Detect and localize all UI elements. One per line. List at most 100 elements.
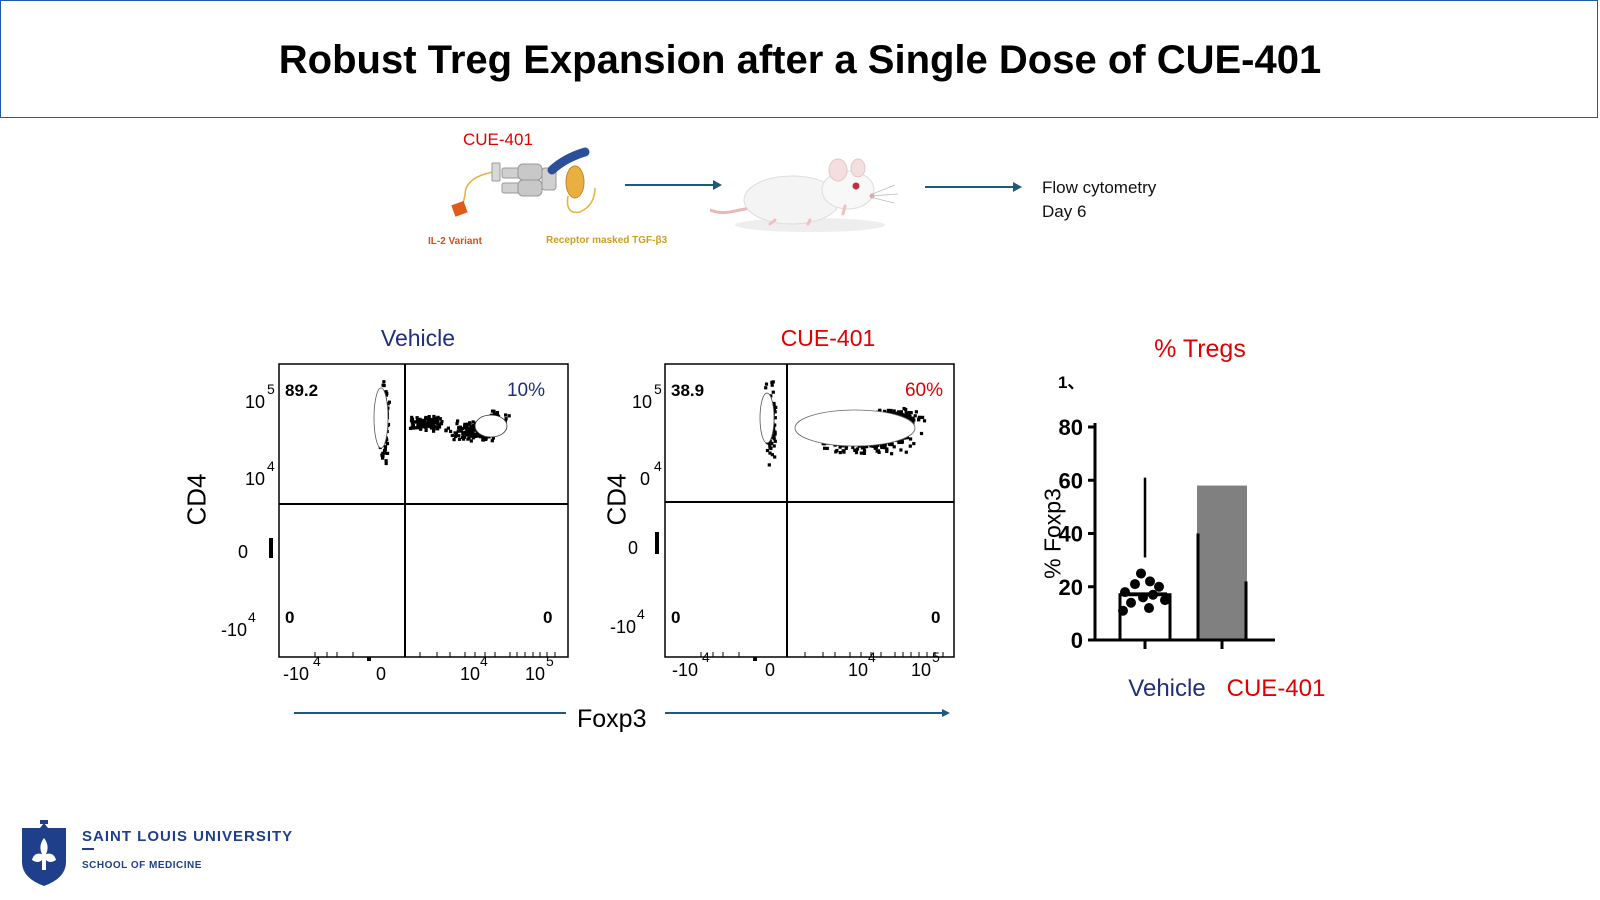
mouse-image (710, 158, 899, 232)
event-dot (433, 418, 437, 422)
event-dot (770, 383, 774, 387)
event-dot (418, 420, 422, 424)
event-dot (883, 443, 887, 447)
event-dot (440, 420, 444, 424)
event-dot (456, 419, 460, 423)
event-dot (468, 422, 472, 427)
vehicle-data-point (1136, 568, 1146, 579)
event-dot (458, 426, 462, 430)
event-dot (432, 422, 436, 426)
event-dot (825, 446, 829, 450)
event-dot (470, 425, 474, 429)
event-dot (859, 451, 863, 455)
q-lower-right: 0 (931, 608, 940, 627)
event-dot (897, 440, 901, 445)
event-dot (429, 420, 433, 424)
y-tick-exp: 4 (248, 609, 256, 625)
event-dot (427, 417, 431, 421)
foxp3-axis-label: Foxp3 (577, 705, 647, 733)
event-dot (423, 425, 427, 429)
y-tick: 10 (245, 469, 265, 489)
bar-y-tick-label: 40 (1059, 522, 1083, 547)
event-dot (410, 421, 414, 425)
event-dot (410, 425, 414, 429)
event-dot (880, 444, 884, 448)
event-dot (456, 429, 460, 433)
cue401-flow-plot: 38.9 60% 0 0 10 5 0 4 0 -10 4 -10 4 0 10… (610, 363, 955, 680)
event-dot (410, 415, 414, 419)
event-dot (770, 453, 774, 457)
event-dot (468, 421, 472, 425)
plot-frame (278, 363, 569, 658)
event-dot (429, 417, 433, 422)
x-tick: 10 (911, 660, 931, 680)
event-dot (773, 430, 777, 434)
event-dot (909, 411, 913, 415)
vehicle-contours (373, 387, 508, 449)
event-dot (437, 425, 442, 429)
event-dot (469, 430, 473, 434)
tgf-linker (566, 187, 596, 214)
event-dot (772, 444, 776, 448)
vehicle-flow-plot: 89.2 10% 0 0 10 5 10 4 0 -10 4 -10 4 0 1… (221, 363, 569, 684)
event-dot (841, 449, 845, 453)
event-dot (892, 409, 896, 413)
x-tick: 0 (765, 660, 775, 680)
event-dot (462, 435, 466, 439)
event-dot (465, 433, 469, 437)
event-dot (890, 442, 894, 446)
bar-y-tick-label: 20 (1059, 575, 1083, 600)
event-dot (770, 441, 774, 445)
y-tick: 10 (245, 392, 265, 412)
x-tick-exp: 4 (702, 649, 710, 665)
event-dot (504, 417, 508, 421)
stray-mark: 1、 (1058, 373, 1085, 392)
event-dot (874, 446, 879, 450)
event-dot (823, 446, 827, 450)
event-dot (462, 437, 466, 441)
vehicle-data-point (1148, 589, 1158, 600)
plot-frame (664, 363, 955, 658)
event-dot (906, 416, 910, 420)
event-dot (430, 425, 435, 429)
event-dot (461, 432, 465, 436)
bar-category-label: CUE-401 (1226, 675, 1326, 702)
slide-title: Robust Treg Expansion after a Single Dos… (278, 38, 1322, 82)
event-dot (382, 384, 386, 388)
event-dot (772, 401, 776, 406)
event-dot (876, 443, 880, 447)
cue401-molecule-diagram (451, 147, 596, 217)
event-dot (467, 436, 471, 440)
event-dot (838, 451, 842, 455)
event-dot (844, 445, 849, 449)
event-dot (435, 425, 439, 429)
il2-linker (461, 169, 501, 209)
event-dot (481, 436, 485, 440)
event-dot (422, 419, 426, 423)
event-dot (769, 394, 773, 398)
vehicle-data-point (1154, 581, 1164, 592)
event-dot (457, 437, 462, 441)
event-dot (490, 439, 494, 443)
event-dot (449, 429, 453, 433)
event-dot (922, 419, 927, 423)
event-dot (765, 448, 770, 453)
y-tick: -10 (221, 620, 247, 640)
event-dot (424, 428, 428, 432)
fc-part (517, 163, 543, 181)
x-tick: -10 (283, 664, 309, 684)
event-dot (764, 386, 768, 390)
y-tick-exp: 4 (654, 458, 662, 474)
event-dot (427, 415, 431, 419)
x-tick-exp: 4 (480, 653, 488, 669)
vehicle-data-point (1160, 595, 1170, 606)
event-dot (381, 451, 385, 455)
event-dot (469, 439, 473, 443)
bar-y-tick-label: 0 (1071, 628, 1083, 653)
event-dot (885, 449, 889, 453)
bar-category-label: Vehicle (1128, 675, 1206, 702)
y-tick: 0 (640, 469, 650, 489)
event-dot (869, 444, 873, 448)
event-dot (439, 422, 443, 426)
q-upper-right: 10% (507, 380, 545, 401)
